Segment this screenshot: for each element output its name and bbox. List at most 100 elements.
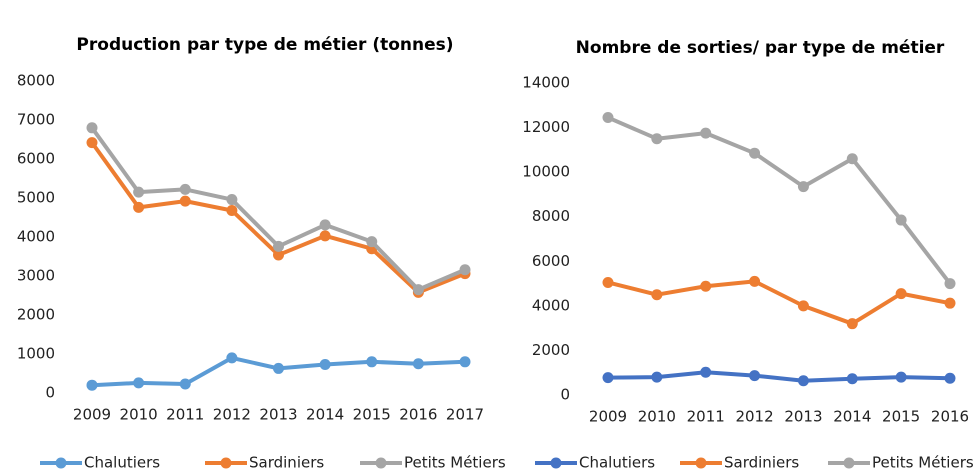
chart-title: Nombre de sorties/ par type de métier (576, 38, 945, 58)
x-tick-label: 2011 (166, 406, 204, 424)
y-tick-label: 3000 (17, 267, 55, 285)
data-point (273, 240, 284, 252)
x-tick-label: 2012 (735, 408, 773, 426)
y-tick-label: 2000 (532, 341, 570, 359)
data-point (895, 288, 907, 300)
x-tick-label: 2011 (687, 408, 725, 426)
x-tick-label: 2010 (638, 408, 676, 426)
data-point (319, 359, 331, 371)
x-tick-label: 2013 (259, 406, 297, 424)
data-point (749, 147, 761, 159)
data-point (651, 289, 663, 301)
series-line (90, 126, 466, 292)
data-point (749, 275, 761, 287)
data-point (459, 356, 471, 368)
y-tick-label: 0 (45, 384, 55, 402)
x-tick-label: 2015 (353, 406, 391, 424)
data-point (226, 204, 238, 216)
data-point (797, 375, 809, 387)
data-point (133, 201, 145, 213)
data-point (366, 356, 378, 368)
data-point (651, 133, 663, 145)
legend-label: Chalutiers (84, 454, 160, 470)
x-tick-label: 2016 (931, 408, 969, 426)
series-line (607, 115, 952, 285)
data-point (226, 194, 238, 206)
data-point (846, 318, 858, 330)
y-tick-label: 8000 (532, 207, 570, 225)
legend-marker (375, 457, 387, 469)
x-tick-label: 2017 (446, 406, 484, 424)
data-point (944, 372, 956, 384)
data-point (366, 236, 378, 248)
x-tick-label: 2010 (120, 406, 158, 424)
y-tick-label: 6000 (17, 150, 55, 168)
legend-label: Petits Métiers (404, 454, 506, 470)
legend-label: Chalutiers (579, 454, 655, 470)
data-point (944, 297, 956, 309)
legend-marker (55, 457, 67, 469)
data-point (846, 153, 858, 165)
data-point (86, 137, 98, 149)
data-point (179, 195, 191, 207)
data-point (895, 371, 907, 383)
x-tick-label: 2016 (399, 406, 437, 424)
x-tick-label: 2012 (213, 406, 251, 424)
data-point (895, 214, 907, 226)
y-tick-label: 2000 (17, 306, 55, 324)
data-point (226, 352, 238, 364)
x-tick-label: 2009 (73, 406, 111, 424)
x-tick-label: 2013 (784, 408, 822, 426)
data-point (133, 186, 145, 198)
y-tick-label: 6000 (532, 252, 570, 270)
legend-label: Sardiniers (249, 454, 324, 470)
chart-title: Production par type de métier (tonnes) (76, 35, 453, 55)
legend-label: Sardiniers (724, 454, 799, 470)
data-point (412, 358, 424, 370)
data-point (700, 366, 712, 378)
data-point (412, 284, 424, 296)
x-tick-label: 2014 (306, 406, 344, 424)
data-point (749, 370, 761, 382)
legend-label: Petits Métiers (872, 454, 973, 470)
y-tick-label: 10000 (522, 163, 570, 181)
data-point (179, 378, 191, 390)
series-line (607, 279, 951, 326)
data-point (86, 379, 98, 391)
data-point (651, 371, 663, 383)
y-tick-label: 1000 (17, 345, 55, 363)
data-point (273, 249, 284, 261)
data-point (86, 122, 98, 134)
data-point (797, 181, 809, 193)
y-tick-label: 12000 (522, 118, 570, 136)
y-tick-label: 5000 (17, 189, 55, 207)
legend-marker (843, 457, 855, 469)
data-point (319, 219, 331, 231)
x-tick-label: 2009 (589, 408, 627, 426)
series-line (607, 370, 951, 383)
data-point (797, 300, 809, 312)
data-point (700, 280, 712, 292)
data-point (273, 362, 284, 374)
series-line (90, 141, 466, 295)
data-point (602, 372, 614, 384)
y-tick-label: 8000 (17, 72, 55, 90)
legend-marker (220, 457, 232, 469)
x-tick-label: 2014 (833, 408, 871, 426)
data-point (133, 377, 145, 389)
y-tick-label: 4000 (17, 228, 55, 246)
y-tick-label: 0 (560, 386, 570, 404)
y-tick-label: 7000 (17, 111, 55, 129)
data-point (602, 276, 614, 288)
data-point (459, 264, 471, 276)
legend-marker (695, 457, 707, 469)
legend-marker (550, 457, 562, 469)
data-point (179, 183, 191, 195)
data-point (700, 127, 712, 139)
data-point (319, 230, 331, 242)
data-point (846, 373, 858, 385)
data-point (944, 278, 956, 290)
data-point (602, 112, 614, 124)
y-tick-label: 4000 (532, 296, 570, 314)
